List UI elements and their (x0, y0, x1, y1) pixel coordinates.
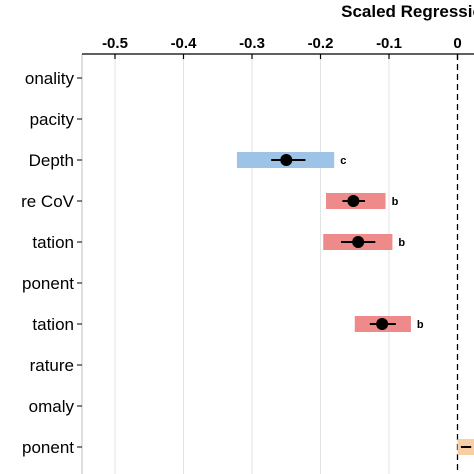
significance-label: c (340, 155, 346, 167)
category-label: tation (32, 233, 74, 252)
estimate-point (280, 154, 293, 166)
significance-label: b (398, 237, 405, 249)
x-tick-label: -0.2 (308, 35, 334, 52)
chart-title: Scaled Regressio (341, 2, 474, 21)
x-tick-label: -0.5 (102, 35, 128, 52)
significance-label: b (417, 319, 424, 331)
grid-lines (81, 54, 459, 474)
labels-layer: onality pacity Depth c re CoV b tation b ponent t… (21, 69, 424, 457)
marks-layer (271, 154, 472, 448)
category-label: onality (25, 69, 75, 88)
category-label: Depth (29, 151, 74, 170)
x-tick-label: -0.4 (171, 35, 198, 52)
category-label: ponent (22, 274, 74, 293)
category-label: ponent (22, 438, 74, 457)
category-label: pacity (30, 110, 75, 129)
category-label: re CoV (21, 192, 75, 211)
category-label: rature (30, 356, 74, 375)
estimate-point (376, 318, 389, 330)
x-axis: -0.5 -0.4 -0.3 -0.2 -0.1 0 (77, 35, 474, 448)
x-tick-label: -0.1 (376, 35, 402, 52)
category-label: tation (32, 315, 74, 334)
x-tick-label: -0.3 (239, 35, 265, 52)
category-label: omaly (29, 397, 75, 416)
estimate-point (347, 195, 360, 207)
significance-label: b (392, 196, 399, 208)
x-tick-label: 0 (453, 35, 461, 52)
estimate-point (352, 236, 365, 248)
